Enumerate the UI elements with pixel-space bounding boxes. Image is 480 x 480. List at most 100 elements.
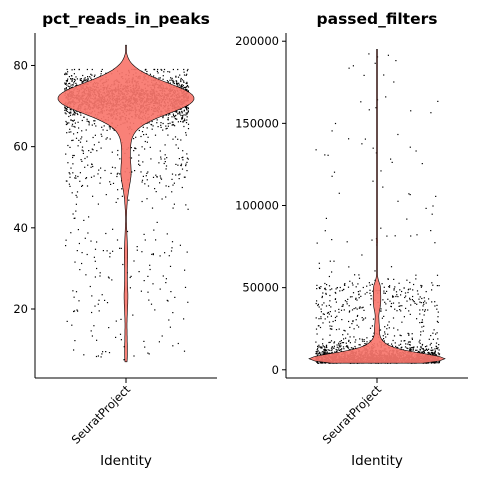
data-point <box>68 115 70 118</box>
data-point <box>72 120 74 122</box>
data-point <box>183 120 185 122</box>
data-point <box>329 311 331 313</box>
data-point <box>363 74 365 76</box>
data-point <box>157 68 159 71</box>
data-point <box>98 169 100 171</box>
data-point <box>320 286 322 288</box>
data-point <box>425 207 427 209</box>
data-point <box>70 167 72 169</box>
data-point <box>348 305 350 307</box>
data-point <box>64 109 66 111</box>
data-point <box>366 341 368 343</box>
data-point <box>419 342 421 344</box>
data-point <box>392 296 395 298</box>
data-point <box>410 235 412 237</box>
data-point <box>356 308 358 310</box>
data-point <box>339 349 341 351</box>
data-point <box>65 153 67 155</box>
data-point <box>346 303 348 305</box>
data-point <box>406 279 408 281</box>
data-point <box>430 342 432 344</box>
data-point <box>341 289 343 292</box>
data-point <box>144 183 146 185</box>
data-point <box>326 352 328 354</box>
data-point <box>90 176 93 178</box>
data-point <box>186 85 189 87</box>
data-point <box>69 82 71 84</box>
data-point <box>71 69 73 71</box>
data-point <box>182 114 184 117</box>
data-point <box>354 341 356 343</box>
data-point <box>351 309 354 311</box>
data-point <box>171 124 173 126</box>
data-point <box>324 154 326 156</box>
data-point <box>425 348 428 351</box>
data-point <box>428 351 430 353</box>
data-point <box>183 318 185 320</box>
data-point <box>420 346 422 348</box>
data-point <box>419 313 421 315</box>
data-point <box>388 327 390 329</box>
data-point <box>355 298 357 300</box>
data-point <box>334 298 336 300</box>
data-point <box>403 340 405 342</box>
data-point <box>361 317 363 319</box>
data-point <box>393 335 396 337</box>
data-point <box>343 348 345 350</box>
data-point <box>322 351 324 353</box>
data-point <box>422 305 424 307</box>
data-point <box>398 282 400 284</box>
data-point <box>324 230 326 232</box>
data-point <box>156 122 158 124</box>
data-point <box>76 196 78 198</box>
data-point <box>141 181 143 183</box>
data-point <box>355 339 357 341</box>
data-point <box>360 295 362 297</box>
data-point <box>187 208 189 210</box>
data-point <box>424 349 427 351</box>
data-point <box>130 157 133 159</box>
data-point <box>328 321 331 323</box>
data-point <box>69 86 71 88</box>
data-point <box>408 333 410 335</box>
data-point <box>349 296 352 298</box>
data-point <box>334 316 337 319</box>
data-point <box>350 347 352 349</box>
data-point <box>176 84 178 86</box>
data-point <box>349 342 351 344</box>
data-point <box>183 110 185 112</box>
data-point <box>86 80 88 82</box>
data-point <box>325 305 328 307</box>
data-point <box>412 349 414 351</box>
data-point <box>75 194 77 196</box>
data-point <box>396 347 398 349</box>
data-point <box>362 306 364 308</box>
data-point <box>75 210 77 212</box>
data-point <box>84 166 86 168</box>
data-point <box>162 78 164 80</box>
data-point <box>79 141 82 143</box>
data-point <box>427 352 429 354</box>
data-point <box>426 345 428 347</box>
data-point <box>319 326 322 329</box>
data-point <box>428 348 430 350</box>
data-point <box>173 114 175 117</box>
data-point <box>109 256 111 258</box>
data-point <box>322 322 324 324</box>
data-point <box>162 122 164 125</box>
data-point <box>340 350 342 352</box>
panel-title: passed_filters <box>317 10 438 28</box>
data-point <box>436 332 438 334</box>
data-point <box>385 96 387 98</box>
data-point <box>66 132 68 134</box>
data-point <box>172 82 174 84</box>
data-point <box>331 288 333 290</box>
data-point <box>383 315 385 317</box>
data-point <box>140 171 142 173</box>
data-point <box>321 362 323 364</box>
data-point <box>73 154 75 157</box>
data-point <box>160 126 162 128</box>
data-point <box>372 318 375 320</box>
data-point <box>182 121 184 123</box>
